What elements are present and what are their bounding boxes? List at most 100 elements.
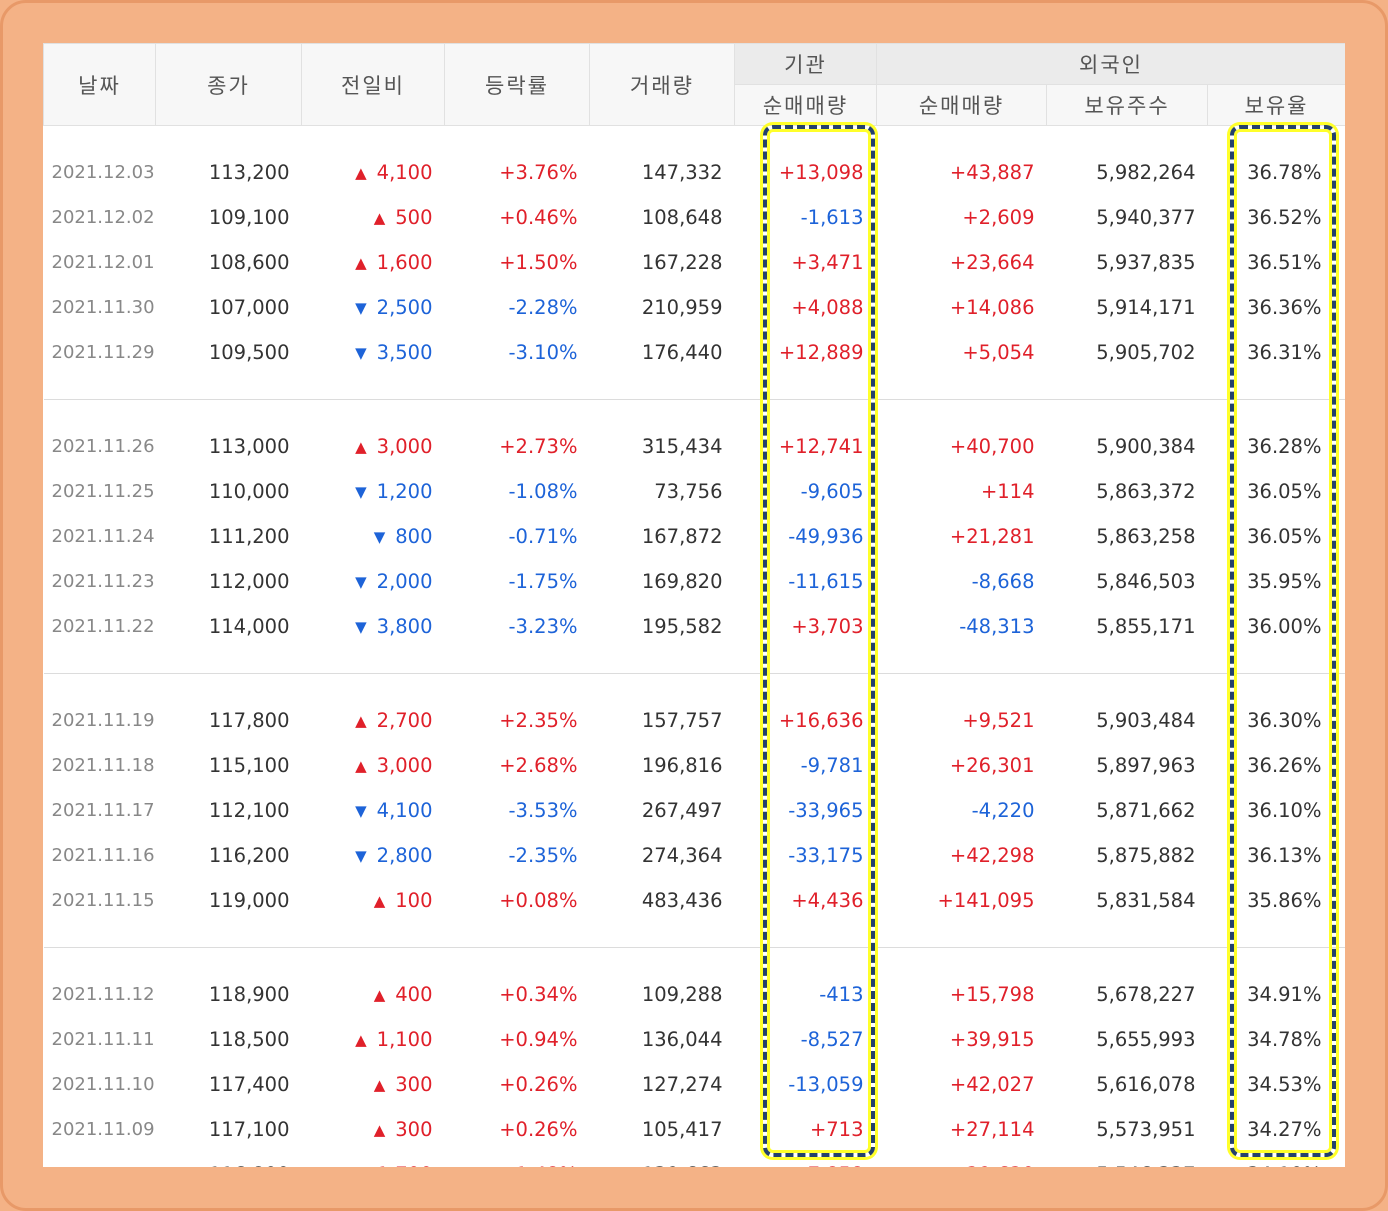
table-row: 2021.11.09 117,100 ▲ 300 +0.26% 105,417 +713 +2…	[44, 1107, 1346, 1152]
cell-close: 117,400	[208, 1073, 290, 1096]
cell-foreign-net: -8,668	[971, 570, 1035, 593]
cell-foreign-net: +42,298	[949, 844, 1035, 867]
table-row: 2021.11.19 117,800 ▲ 2,700 +2.35% 157,757 +16,…	[44, 698, 1346, 743]
up-triangle-icon: ▲	[355, 164, 367, 182]
cell-foreign-net: -4,220	[971, 799, 1035, 822]
cell-foreign-ratio: 36.78%	[1247, 161, 1322, 184]
change-value: 400	[395, 983, 433, 1006]
cell-foreign-holdings: 5,573,951	[1096, 1118, 1196, 1141]
header-foreign-ratio: 보유율	[1207, 84, 1345, 126]
cell-date: 2021.11.29	[51, 342, 155, 363]
cell-volume: 176,440	[641, 341, 723, 364]
group-divider	[43, 399, 1345, 400]
cell-volume: 108,648	[641, 206, 723, 229]
change-value: 300	[395, 1073, 433, 1096]
cell-close: 114,000	[208, 615, 290, 638]
cell-rate: +1.48%	[445, 1152, 590, 1167]
header-institution-group: 기관	[734, 43, 877, 85]
cell-date: 2021.11.30	[51, 297, 155, 318]
cell-date: 2021.11.26	[51, 436, 155, 457]
up-triangle-icon: ▲	[355, 757, 367, 775]
change-value: 2,000	[376, 570, 433, 593]
cell-institution-net: +3,471	[791, 251, 864, 274]
up-triangle-icon: ▲	[355, 712, 367, 730]
cell-rate: +0.08%	[499, 889, 578, 912]
cell-volume: 127,274	[641, 1073, 723, 1096]
cell-date: 2021.11.08	[44, 1152, 156, 1167]
cell-change: ▲ 3,000	[302, 743, 445, 788]
header-date: 날짜	[43, 43, 156, 126]
cell-foreign-ratio: 36.28%	[1247, 435, 1322, 458]
cell-foreign-ratio: 36.26%	[1247, 754, 1322, 777]
header-institution-net: 순매매량	[734, 84, 877, 126]
group-spacer	[44, 649, 1346, 673]
cell-change: ▲ 3,000	[302, 424, 445, 469]
cell-date: 2021.11.18	[51, 755, 155, 776]
cell-foreign-holdings: 5,846,503	[1096, 570, 1196, 593]
table-row: 2021.11.26 113,000 ▲ 3,000 +2.73% 315,434 +12,…	[44, 424, 1346, 469]
cell-date: 2021.11.15	[51, 890, 155, 911]
cell-foreign-net: +2,609	[962, 206, 1035, 229]
down-triangle-icon: ▼	[355, 299, 367, 317]
cell-change: ▼ 2,000	[302, 559, 445, 604]
table-row: 2021.11.11 118,500 ▲ 1,100 +0.94% 136,044 -8,5…	[44, 1017, 1346, 1062]
cell-close: 116,800	[156, 1152, 302, 1167]
cell-rate: +0.26%	[499, 1073, 578, 1096]
cell-foreign-ratio: 34.91%	[1247, 983, 1322, 1006]
table-row: 2021.12.02 109,100 ▲ 500 +0.46% 108,648 -1,613…	[44, 195, 1346, 240]
cell-foreign-holdings: 5,655,993	[1096, 1028, 1196, 1051]
table-row: 2021.12.03 113,200 ▲ 4,100 +3.76% 147,332 +13,…	[44, 150, 1346, 195]
up-triangle-icon: ▲	[373, 1121, 386, 1139]
cell-date: 2021.11.10	[51, 1074, 155, 1095]
cell-foreign-net: +9,521	[962, 709, 1035, 732]
cell-institution-net: -11,615	[788, 570, 864, 593]
header-foreign-net: 순매매량	[876, 84, 1047, 126]
up-triangle-icon: ▲	[373, 986, 386, 1004]
cell-foreign-ratio: 36.00%	[1247, 615, 1322, 638]
cell-change: ▲ 300	[302, 1062, 445, 1107]
change-value: 3,000	[376, 754, 433, 777]
cell-rate: -3.53%	[508, 799, 578, 822]
down-triangle-icon: ▼	[355, 802, 367, 820]
group-spacer	[44, 126, 1346, 151]
cell-rate: +1.50%	[499, 251, 578, 274]
cell-foreign-ratio: 36.52%	[1247, 206, 1322, 229]
cell-institution-net: +7,858	[735, 1152, 877, 1167]
cell-close: 108,600	[208, 251, 290, 274]
group-spacer	[44, 948, 1346, 972]
group-spacer	[44, 375, 1346, 399]
cell-foreign-ratio: 36.05%	[1247, 525, 1322, 548]
down-triangle-icon: ▼	[355, 847, 367, 865]
cell-foreign-net: +39,915	[949, 1028, 1035, 1051]
header-close: 종가	[155, 43, 302, 126]
cell-close: 117,100	[208, 1118, 290, 1141]
cell-foreign-net: +141,095	[937, 889, 1035, 912]
cell-foreign-ratio: 36.05%	[1247, 480, 1322, 503]
cell-close: 107,000	[208, 296, 290, 319]
cell-foreign-ratio: 35.86%	[1247, 889, 1322, 912]
cell-foreign-ratio: 36.10%	[1247, 799, 1322, 822]
cell-foreign-holdings: 5,863,372	[1096, 480, 1196, 503]
cell-volume: 167,228	[641, 251, 723, 274]
cell-close: 119,000	[208, 889, 290, 912]
cell-foreign-holdings: 5,831,584	[1096, 889, 1196, 912]
cell-change: ▲ 1,600	[302, 240, 445, 285]
cell-institution-net: +12,889	[778, 341, 864, 364]
cell-date: 2021.11.17	[51, 800, 155, 821]
cell-volume: 157,757	[641, 709, 723, 732]
cell-foreign-ratio: 34.53%	[1247, 1073, 1322, 1096]
cell-close: 109,500	[208, 341, 290, 364]
cell-foreign-net: +26,301	[949, 754, 1035, 777]
cell-foreign-net: +42,027	[949, 1073, 1035, 1096]
up-triangle-icon: ▲	[373, 892, 386, 910]
cell-foreign-holdings: 5,905,702	[1096, 341, 1196, 364]
cell-foreign-holdings: 5,678,227	[1096, 983, 1196, 1006]
cell-institution-net: -49,936	[788, 525, 864, 548]
cell-foreign-ratio: 36.30%	[1247, 709, 1322, 732]
cell-foreign-net: +14,086	[949, 296, 1035, 319]
header-volume: 거래량	[589, 43, 735, 126]
table-row: 2021.11.25 110,000 ▼ 1,200 -1.08% 73,756 -9,60…	[44, 469, 1346, 514]
cell-foreign-holdings: 5,855,171	[1096, 615, 1196, 638]
cell-foreign-net: -48,313	[959, 615, 1035, 638]
cell-volume: 315,434	[641, 435, 723, 458]
